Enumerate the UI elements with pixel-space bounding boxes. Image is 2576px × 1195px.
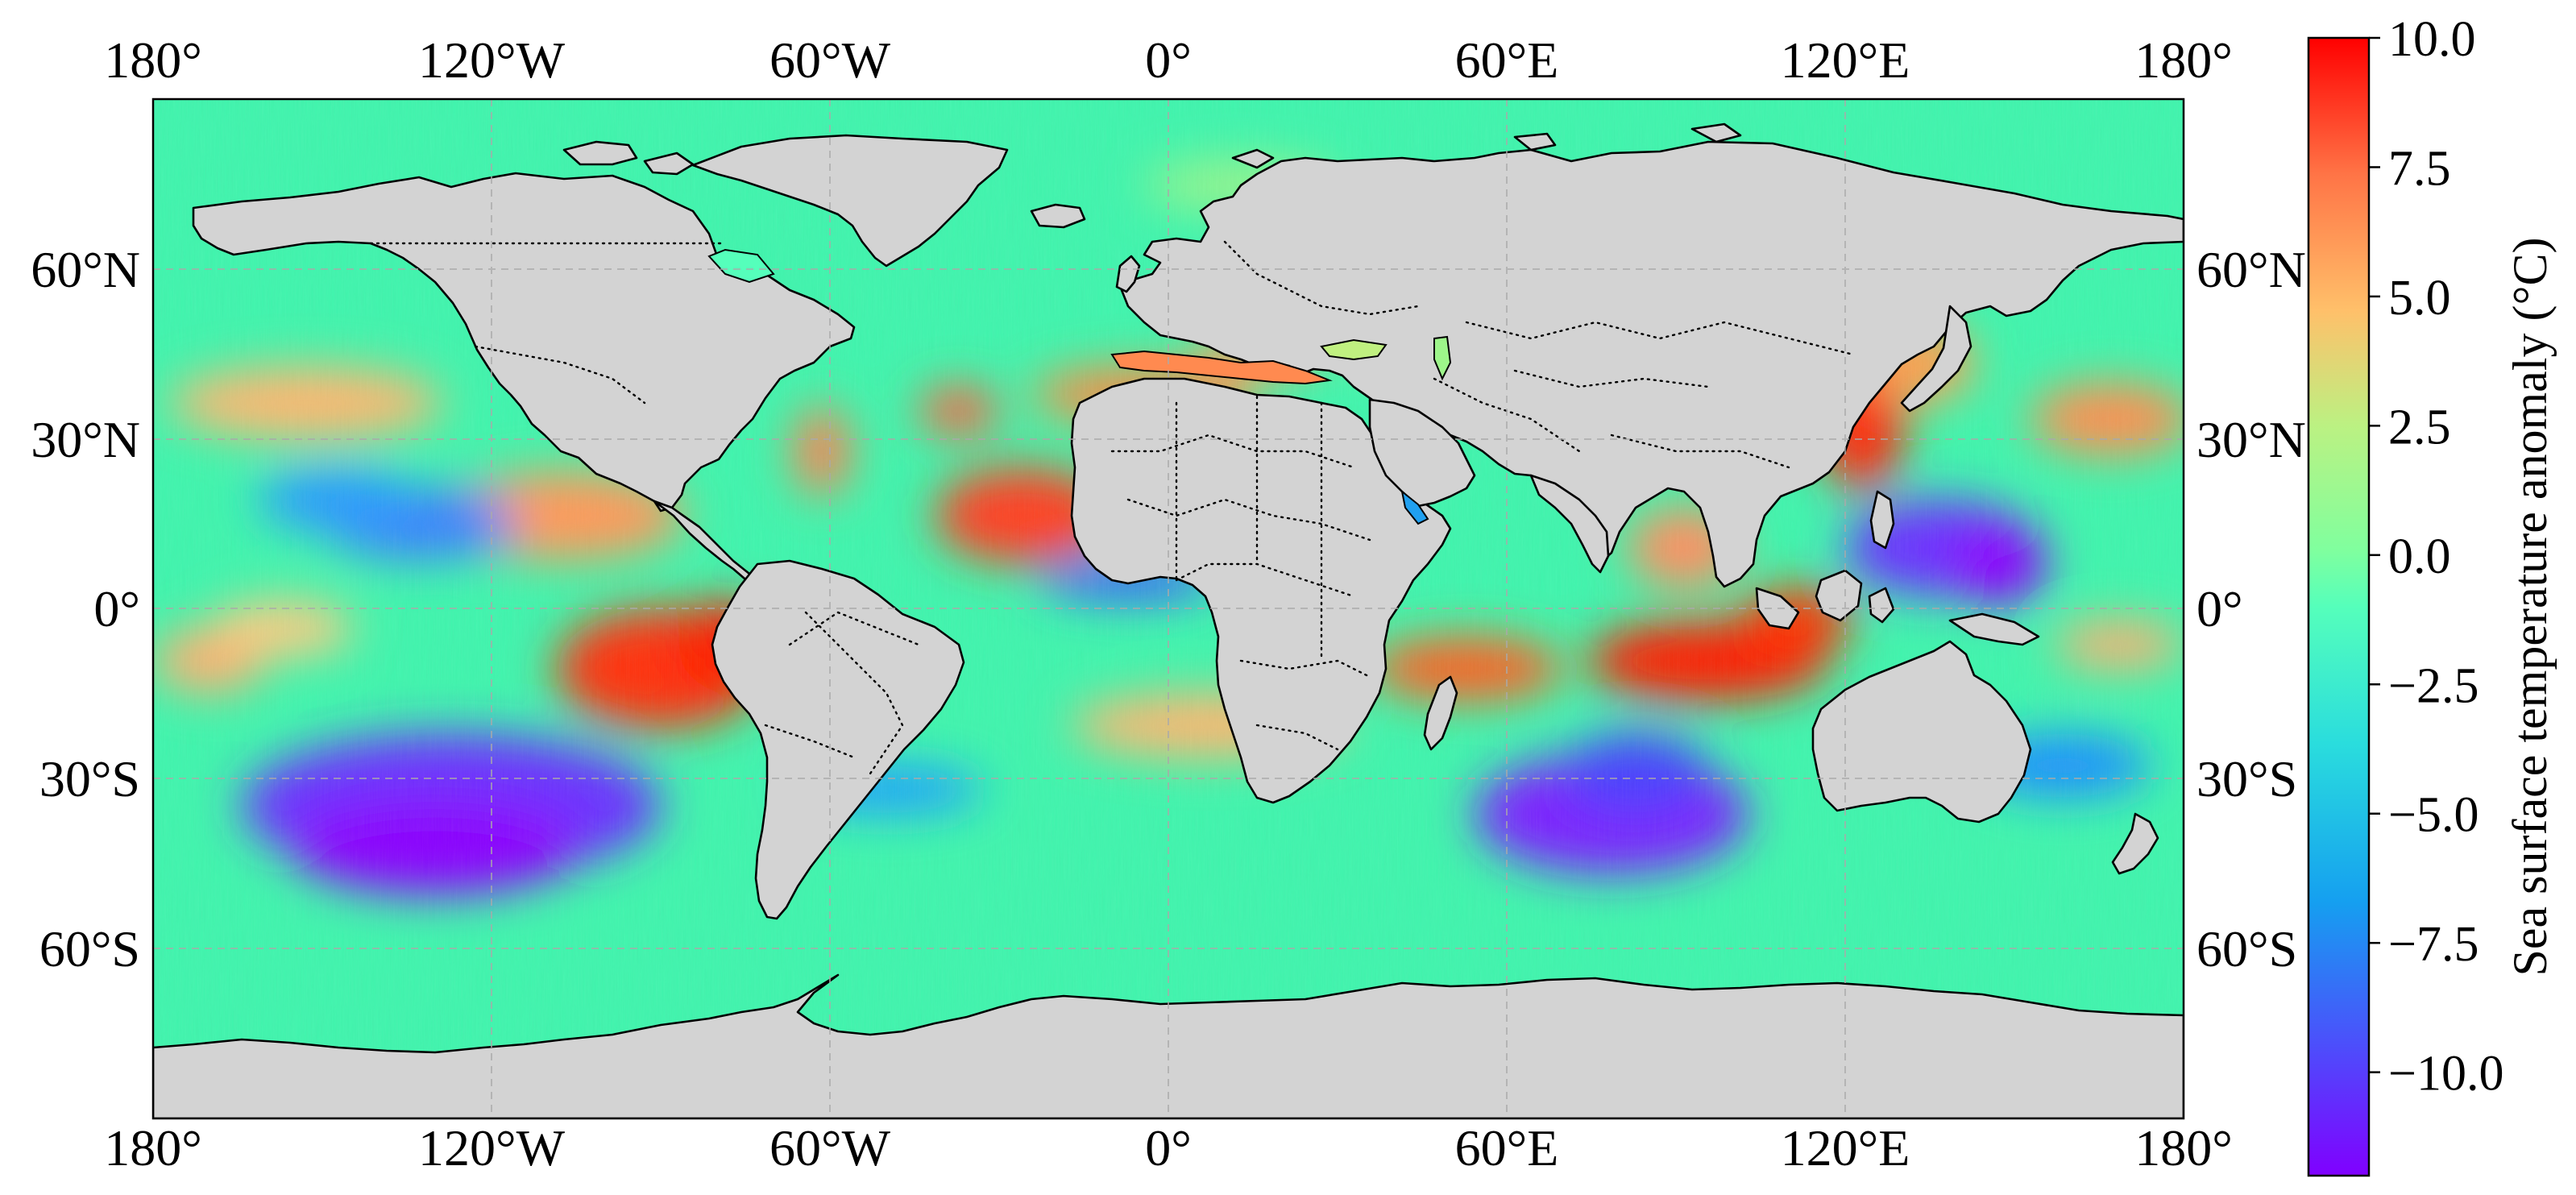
colorbar-tick-label: 5.0 [2388,271,2451,326]
lon-tick-top-5: 120°E [1781,31,1910,89]
lon-tick-top-0: 180° [104,31,202,89]
colorbar-tick-label: −2.5 [2388,658,2479,713]
colorbar-tick-label: −10.0 [2388,1047,2503,1102]
philippines [1869,490,1895,550]
lat-tick-right-1: 30°N [2196,411,2306,468]
iceland [1030,203,1086,229]
lon-tick-bottom-5: 120°E [1781,1119,1910,1176]
new-guinea [1948,612,2040,646]
lon-tick-top-2: 60°W [769,31,891,89]
colorbar-tick-label: −5.0 [2388,788,2479,843]
arabia [1368,398,1476,508]
colorbar-tick-label: −7.5 [2388,917,2479,972]
inland-seas [707,248,1452,525]
lat-tick-right-0: 60°N [2196,241,2306,298]
lat-tick-left-0: 60°N [31,241,140,298]
gridlines [153,99,2184,1118]
lon-tick-top-3: 0° [1145,31,1192,89]
lat-tick-left-1: 30°N [31,411,140,468]
madagascar [1423,675,1458,751]
lon-tick-top-4: 60°E [1455,31,1559,89]
lat-tick-right-3: 30°S [2196,750,2297,807]
australia [1811,640,2032,824]
japan [1900,305,1972,413]
map-frame [151,98,2185,1120]
colorbar-tick-label: 0.0 [2388,529,2451,584]
africa [1070,377,1452,804]
colorbar-tick-label: 2.5 [2388,400,2451,454]
lon-tick-bottom-1: 120°W [418,1119,566,1176]
country-borders [369,240,1855,775]
greenland [691,134,1009,268]
arctic-islands [562,122,1742,176]
india [1529,474,1610,574]
lat-tick-left-4: 60°S [39,920,140,977]
colorbar-label: Sea surface temperature anomaly (°C) [2503,238,2557,977]
colorbar-ticks: 10.0 7.5 5.0 2.5 0.0 −2.5 −5.0 −7.5 −10.0 [2369,12,2503,1102]
lat-tick-right-4: 60°S [2196,920,2297,977]
lon-tick-bottom-2: 60°W [769,1119,891,1176]
lat-tick-left-2: 0° [93,580,140,637]
lat-tick-left-3: 30°S [39,750,140,807]
colorbar-tick-label: 7.5 [2388,141,2451,196]
map-panel: 180° 120°W 60°W 0° 60°E 120°E 180° 180° … [31,31,2306,1176]
lon-tick-bottom-0: 180° [104,1119,202,1176]
british-isles [1115,255,1141,293]
lat-tick-right-2: 0° [2196,580,2243,637]
lon-tick-bottom-6: 180° [2134,1119,2233,1176]
south-america [711,559,965,920]
lon-tick-bottom-4: 60°E [1455,1119,1559,1176]
lon-tick-top-6: 180° [2134,31,2233,89]
colorbar-tick-label: 10.0 [2388,12,2476,67]
north-america [192,172,856,512]
lon-tick-bottom-3: 0° [1145,1119,1192,1176]
colorbar: 10.0 7.5 5.0 2.5 0.0 −2.5 −5.0 −7.5 −10.0 Sea su… [2307,12,2557,1177]
new-zealand [2111,812,2159,875]
colorbar-gradient [2307,36,2371,1177]
lon-tick-top-1: 120°W [418,31,566,89]
